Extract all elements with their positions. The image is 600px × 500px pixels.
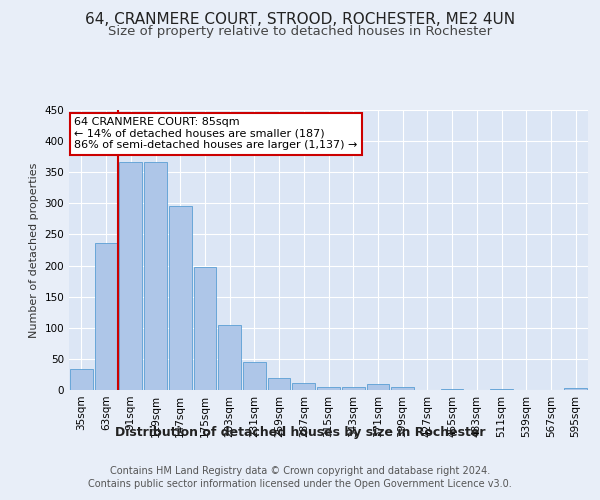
Text: 64, CRANMERE COURT, STROOD, ROCHESTER, ME2 4UN: 64, CRANMERE COURT, STROOD, ROCHESTER, M… — [85, 12, 515, 28]
Bar — [194, 267, 216, 390]
Bar — [564, 388, 587, 390]
Bar — [95, 243, 118, 390]
Bar — [391, 387, 414, 390]
Text: Contains public sector information licensed under the Open Government Licence v3: Contains public sector information licen… — [88, 479, 512, 489]
Bar — [342, 387, 365, 390]
Bar — [119, 162, 142, 390]
Text: Size of property relative to detached houses in Rochester: Size of property relative to detached ho… — [108, 25, 492, 38]
Bar — [218, 326, 241, 390]
Bar — [317, 387, 340, 390]
Text: 64 CRANMERE COURT: 85sqm
← 14% of detached houses are smaller (187)
86% of semi-: 64 CRANMERE COURT: 85sqm ← 14% of detach… — [74, 117, 358, 150]
Bar — [292, 382, 315, 390]
Bar — [268, 378, 290, 390]
Bar — [144, 162, 167, 390]
Text: Distribution of detached houses by size in Rochester: Distribution of detached houses by size … — [115, 426, 485, 439]
Y-axis label: Number of detached properties: Number of detached properties — [29, 162, 39, 338]
Bar — [169, 206, 191, 390]
Bar — [441, 389, 463, 390]
Bar — [490, 389, 513, 390]
Text: Contains HM Land Registry data © Crown copyright and database right 2024.: Contains HM Land Registry data © Crown c… — [110, 466, 490, 476]
Bar — [70, 370, 93, 390]
Bar — [367, 384, 389, 390]
Bar — [243, 362, 266, 390]
